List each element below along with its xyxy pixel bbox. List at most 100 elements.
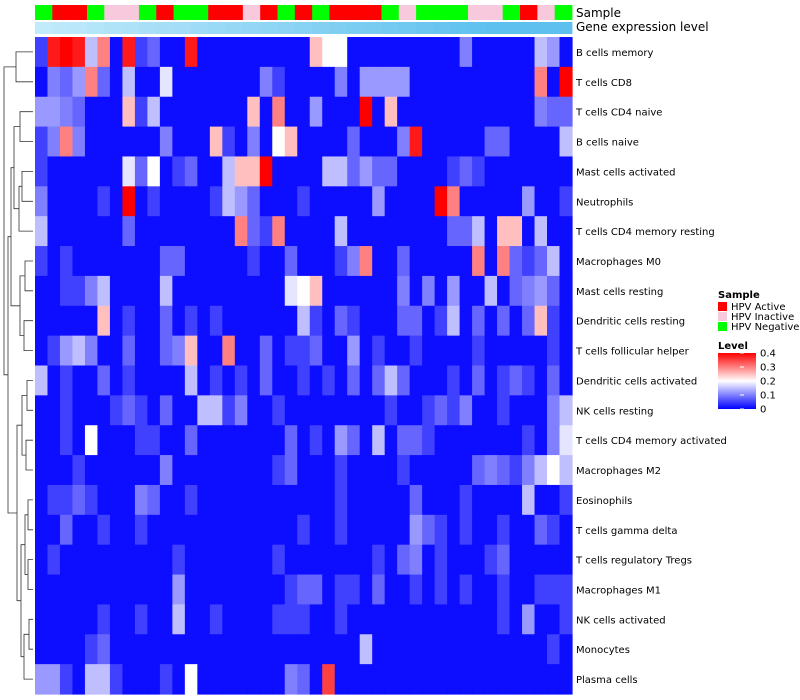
heatmap-cell: [47, 365, 61, 396]
gene-expression-cell: [520, 22, 538, 34]
heatmap-cell: [147, 484, 161, 516]
heatmap-cell: [372, 634, 386, 665]
heatmap-cell: [197, 156, 211, 187]
heatmap-cell: [122, 216, 136, 247]
heatmap-cell: [472, 514, 486, 546]
heatmap-cell: [197, 514, 211, 546]
heatmap-cell: [484, 455, 498, 486]
row-labels: B cells memory T cells CD8 T cells CD4 nai…: [575, 48, 727, 686]
heatmap-cell: [59, 574, 74, 606]
heatmap-cell: [347, 275, 361, 307]
heatmap-cell: [234, 246, 248, 277]
heatmap-cell: [247, 37, 261, 68]
heatmap-cell: [547, 305, 561, 337]
heatmap-cell: [284, 395, 298, 426]
heatmap-cell: [272, 335, 286, 367]
heatmap-cell: [159, 604, 173, 635]
heatmap-cell: [359, 156, 373, 187]
heatmap-cell: [84, 126, 99, 158]
heatmap-cell: [497, 156, 511, 187]
heatmap-cell: [284, 544, 298, 576]
heatmap-cell: [497, 96, 511, 128]
heatmap-cell: [72, 574, 86, 606]
heatmap-cell: [484, 305, 498, 337]
heatmap-cell: [559, 275, 573, 307]
heatmap-cell: [134, 156, 148, 187]
heatmap-cell: [409, 484, 423, 516]
heatmap-cell: [97, 96, 111, 128]
heatmap-cell: [547, 664, 561, 695]
heatmap-cell: [459, 275, 473, 307]
heatmap-cell: [222, 96, 236, 128]
heatmap-cell: [459, 365, 473, 396]
legend-sample-label: HPV Active: [731, 302, 786, 313]
dendrogram-branch: [23, 633, 33, 680]
heatmap-cell: [322, 335, 336, 367]
heatmap-cell: [122, 455, 136, 486]
heatmap-cell: [222, 335, 236, 367]
heatmap-cell: [134, 514, 148, 546]
heatmap-cell: [297, 634, 311, 665]
heatmap-cell: [222, 186, 236, 217]
heatmap-cell: [134, 544, 148, 576]
heatmap-cell: [347, 395, 361, 426]
sample-annotation-cell: [156, 5, 174, 20]
heatmap-cell: [534, 126, 548, 158]
heatmap-cell: [297, 574, 311, 606]
heatmap-cell: [447, 484, 461, 516]
heatmap-cell: [134, 574, 148, 606]
heatmap-cell: [184, 126, 198, 158]
heatmap-cell: [59, 216, 74, 247]
heatmap-cell: [84, 514, 99, 546]
heatmap-cell: [309, 455, 323, 486]
heatmap-cell: [172, 544, 186, 576]
heatmap-cell: [47, 305, 61, 337]
heatmap-cell: [172, 455, 186, 486]
heatmap-cell: [72, 664, 86, 695]
heatmap-cell: [372, 395, 386, 426]
row-dendrogram: [3, 51, 33, 680]
heatmap-cell: [122, 365, 136, 396]
heatmap-cell: [547, 455, 561, 486]
heatmap-cell: [272, 216, 286, 247]
heatmap-cell: [384, 246, 398, 277]
heatmap-cell: [35, 574, 49, 606]
heatmap-cell: [397, 664, 411, 695]
heatmap-cell: [84, 395, 99, 426]
heatmap-cell: [484, 365, 498, 396]
heatmap-cell: [384, 365, 398, 396]
heatmap-cell: [497, 484, 511, 516]
heatmap-cell: [184, 484, 198, 516]
heatmap-cell: [359, 66, 373, 98]
heatmap-cell: [522, 216, 536, 247]
sample-annotation-cell: [537, 5, 556, 20]
heatmap-cell: [309, 37, 323, 68]
heatmap-cell: [59, 156, 74, 187]
sample-annotation-cell: [173, 5, 192, 20]
heatmap-cell: [259, 96, 273, 128]
heatmap-cell: [359, 126, 373, 158]
heatmap-cell: [497, 514, 511, 546]
legend-level-colorbar: [718, 353, 756, 409]
heatmap-cell: [284, 425, 298, 456]
heatmap-cell: [309, 365, 323, 396]
legend-tick-label: 0: [760, 405, 766, 416]
heatmap-cell: [372, 126, 386, 158]
heatmap-cell: [472, 365, 486, 396]
heatmap-cell: [522, 425, 536, 456]
heatmap-cell: [72, 455, 86, 486]
heatmap-cell: [434, 574, 448, 606]
heatmap-cell: [122, 604, 136, 635]
legend-level-title: Level: [718, 341, 748, 352]
heatmap-cell: [59, 275, 74, 307]
heatmap-cell: [197, 186, 211, 217]
heatmap-cell: [72, 335, 86, 367]
gene-expression-cell: [190, 22, 209, 34]
heatmap-cell: [434, 544, 448, 576]
heatmap-cell: [297, 455, 311, 486]
heatmap-cell: [297, 305, 311, 337]
heatmap-cell: [559, 664, 573, 695]
heatmap-cell: [522, 484, 536, 516]
heatmap-cell: [35, 335, 49, 367]
heatmap-cell: [384, 484, 398, 516]
